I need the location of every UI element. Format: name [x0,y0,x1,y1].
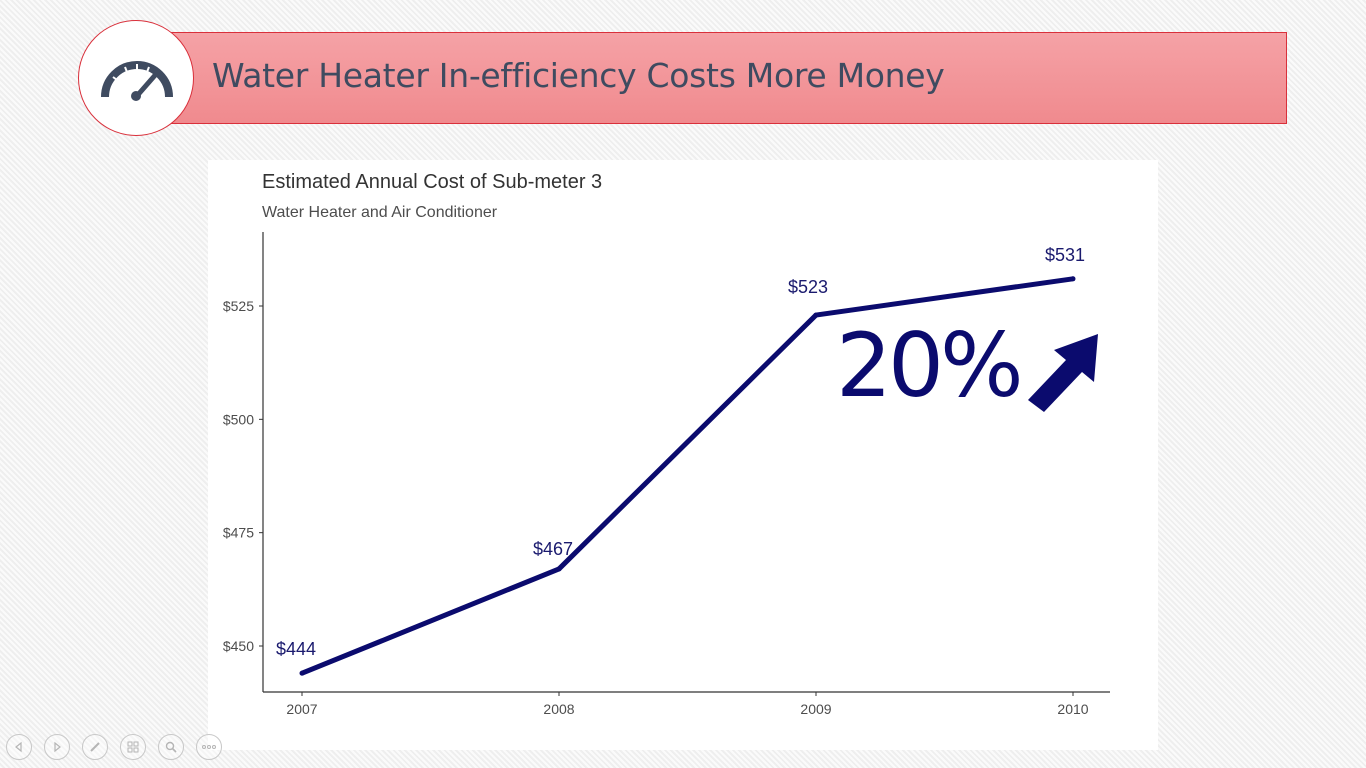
previous-slide-button[interactable] [6,734,32,760]
data-label: $444 [276,639,316,659]
up-right-arrow-icon [1028,334,1098,412]
data-point [813,312,819,318]
next-slide-button[interactable] [44,734,70,760]
y-tick-label: $500 [223,411,254,427]
speedometer-badge [78,20,194,136]
x-tick-label: 2009 [800,701,831,717]
zoom-button[interactable] [158,734,184,760]
pen-icon [90,742,100,752]
x-tick-label: 2010 [1057,701,1088,717]
increase-percentage: 20% [836,314,1024,417]
data-label: $531 [1045,245,1085,265]
chart-panel [208,160,1158,750]
x-tick-label: 2008 [543,701,574,717]
next-arrow-icon [54,741,61,753]
chart-title: Estimated Annual Cost of Sub-meter 3 [262,171,603,193]
data-point [299,670,305,676]
slide-title-banner [140,32,1287,124]
previous-arrow-icon [15,741,22,753]
pen-tool-button[interactable] [82,734,108,760]
series-line [301,276,1074,676]
chart-subtitle: Water Heater and Air Conditioner [262,204,498,221]
data-point [1070,276,1076,282]
slides-grid-icon [127,741,139,753]
y-tick-label: $475 [223,525,254,541]
see-all-slides-button[interactable] [120,734,146,760]
more-options-icon [202,745,216,749]
slide-title: Water Heater In-efficiency Costs More Mo… [212,56,945,95]
more-options-button[interactable] [196,734,222,760]
speedometer-icon [101,61,173,101]
y-tick-label: $450 [223,638,254,654]
data-point [556,566,562,572]
x-tick-label: 2007 [286,701,317,717]
data-label: $467 [533,539,573,559]
y-tick-label: $525 [223,298,254,314]
data-label: $523 [788,277,828,297]
zoom-icon [165,741,177,753]
